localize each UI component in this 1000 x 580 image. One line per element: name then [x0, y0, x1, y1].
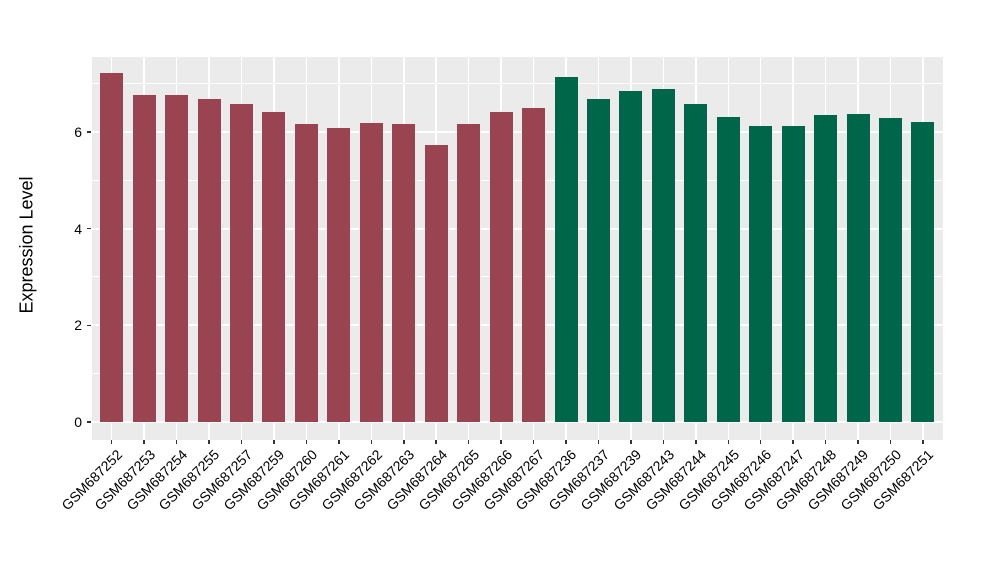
bar-GSM687249	[846, 113, 870, 422]
x-tick-mark	[370, 440, 373, 444]
bar-GSM687247	[781, 126, 805, 422]
x-tick-mark	[857, 440, 859, 444]
major-gridline	[92, 324, 943, 327]
bar-GSM687250	[879, 118, 903, 422]
x-tick-mark	[759, 440, 762, 444]
bar-GSM687245	[716, 117, 740, 422]
x-tick-mark	[338, 440, 340, 444]
bar-GSM687266	[489, 112, 513, 422]
y-tick-label: 4	[74, 220, 82, 237]
x-tick-mark	[208, 440, 210, 444]
bar-GSM687246	[749, 125, 773, 422]
x-tick-mark	[273, 440, 275, 444]
bar-GSM687237	[586, 98, 610, 422]
major-gridline	[92, 421, 943, 423]
bar-GSM687243	[651, 88, 675, 422]
y-tick-mark	[87, 324, 91, 327]
bar-GSM687236	[554, 76, 578, 422]
x-tick-mark	[824, 440, 827, 444]
minor-gridline	[92, 179, 943, 181]
x-tick-mark	[695, 440, 697, 444]
bar-GSM687248	[814, 114, 838, 422]
x-tick-mark	[565, 440, 567, 444]
bar-GSM687239	[619, 90, 643, 422]
bar-GSM687267	[522, 108, 546, 422]
bar-GSM687253	[132, 94, 156, 422]
x-tick-mark	[240, 440, 243, 444]
y-tick-mark	[87, 131, 91, 133]
minor-gridline	[92, 83, 943, 84]
x-tick-mark	[662, 440, 665, 444]
chart-panel	[92, 57, 943, 440]
minor-gridline	[92, 276, 943, 278]
x-tick-mark	[467, 440, 470, 444]
bar-GSM687255	[197, 98, 221, 422]
major-gridline	[92, 130, 943, 133]
bar-GSM687254	[165, 94, 189, 422]
bar-GSM687261	[327, 127, 351, 422]
x-tick-mark	[435, 440, 437, 444]
minor-gridline	[92, 373, 943, 375]
major-gridline	[92, 227, 943, 230]
bar-GSM687251	[911, 121, 935, 422]
x-tick-mark	[403, 440, 405, 444]
x-tick-mark	[110, 440, 113, 444]
bar-GSM687262	[359, 123, 383, 422]
bar-GSM687252	[100, 73, 124, 422]
bar-GSM687263	[392, 123, 416, 422]
x-tick-mark	[175, 440, 178, 444]
x-tick-mark	[922, 440, 924, 444]
bar-GSM687265	[457, 124, 481, 422]
y-tick-label: 6	[74, 123, 82, 140]
x-tick-mark	[727, 440, 730, 444]
bar-GSM687257	[230, 103, 254, 422]
x-tick-mark	[305, 440, 308, 444]
bar-GSM687244	[684, 104, 708, 422]
x-tick-mark	[143, 440, 145, 444]
y-tick-mark	[87, 421, 91, 423]
y-tick-label: 2	[74, 317, 82, 334]
x-tick-mark	[532, 440, 535, 444]
x-tick-mark	[597, 440, 600, 444]
bar-GSM687264	[424, 144, 448, 422]
x-tick-mark	[889, 440, 892, 444]
y-tick-mark	[87, 227, 91, 230]
x-tick-mark	[792, 440, 794, 444]
bar-GSM687259	[262, 111, 286, 422]
y-tick-label: 0	[74, 414, 82, 430]
x-tick-mark	[630, 440, 632, 444]
x-tick-mark	[500, 440, 502, 444]
bar-GSM687260	[294, 124, 318, 422]
